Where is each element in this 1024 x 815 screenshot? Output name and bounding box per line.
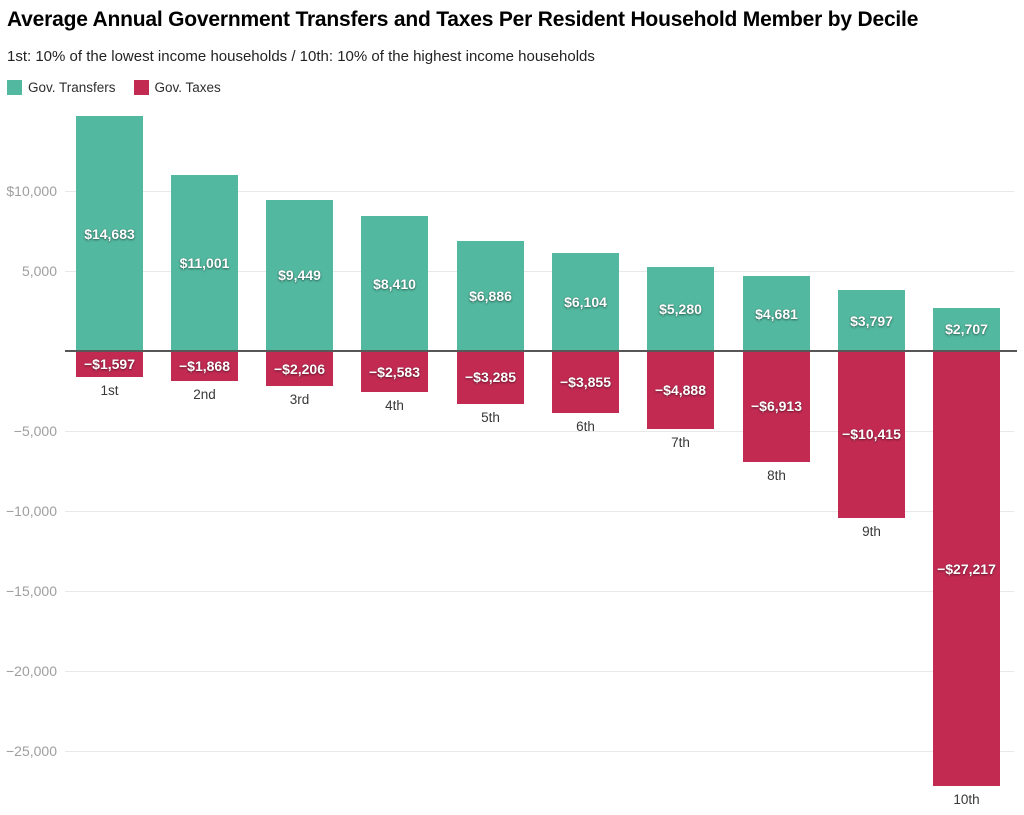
taxes-bar[interactable]: −$3,855 — [552, 351, 619, 413]
transfers-bar[interactable]: $14,683 — [76, 116, 143, 351]
legend: Gov. Transfers Gov. Taxes — [7, 80, 221, 95]
category-label: 6th — [576, 419, 595, 434]
transfers-bar[interactable]: $3,797 — [838, 290, 905, 351]
transfers-bar[interactable]: $6,104 — [552, 253, 619, 351]
chart-subtitle: 1st: 10% of the lowest income households… — [7, 48, 595, 65]
gridline — [65, 271, 1014, 272]
bar-value-label: $2,707 — [945, 321, 988, 338]
legend-item-transfers: Gov. Transfers — [7, 80, 116, 95]
gridline — [65, 671, 1014, 672]
chart-title: Average Annual Government Transfers and … — [7, 8, 919, 31]
category-label: 8th — [767, 468, 786, 483]
bar-value-label: $8,410 — [373, 275, 416, 292]
bar-value-label: −$2,583 — [369, 363, 420, 380]
legend-label-transfers: Gov. Transfers — [28, 80, 116, 95]
y-tick-label: −5,000 — [13, 423, 57, 439]
bar-value-label: $4,681 — [755, 305, 798, 322]
bar-value-label: −$1,868 — [179, 357, 230, 374]
category-label: 3rd — [289, 392, 310, 407]
transfers-swatch-icon — [7, 80, 22, 95]
bar-value-label: −$27,217 — [937, 560, 996, 577]
gridline — [65, 191, 1014, 192]
category-label: 9th — [862, 524, 881, 539]
category-label: 1st — [100, 383, 119, 398]
legend-item-taxes: Gov. Taxes — [133, 80, 221, 95]
transfers-bar[interactable]: $2,707 — [933, 307, 1000, 351]
category-label: 7th — [671, 435, 690, 450]
transfers-bar[interactable]: $9,449 — [266, 199, 333, 351]
bar-value-label: $6,886 — [469, 287, 512, 304]
taxes-bar[interactable]: −$1,868 — [171, 351, 238, 381]
taxes-bar[interactable]: −$6,913 — [743, 351, 810, 462]
y-tick-label: −10,000 — [6, 503, 57, 519]
category-label: 5th — [481, 410, 500, 425]
transfers-bar[interactable]: $5,280 — [647, 266, 714, 351]
bar-value-label: $6,104 — [564, 294, 607, 311]
category-label: 2nd — [193, 387, 216, 402]
transfers-bar[interactable]: $11,001 — [171, 174, 238, 351]
taxes-bar[interactable]: −$2,583 — [361, 351, 428, 393]
transfers-bar[interactable]: $8,410 — [361, 216, 428, 351]
gridline — [65, 431, 1014, 432]
taxes-bar[interactable]: −$4,888 — [647, 351, 714, 430]
y-tick-label: −20,000 — [6, 663, 57, 679]
bar-value-label: $9,449 — [278, 267, 321, 284]
bar-value-label: −$6,913 — [751, 398, 802, 415]
bar-value-label: −$4,888 — [655, 382, 706, 399]
taxes-swatch-icon — [133, 80, 149, 95]
bar-value-label: −$3,285 — [465, 369, 516, 386]
y-tick-label: 5,000 — [21, 263, 57, 279]
gridline — [65, 591, 1014, 592]
bar-value-label: $11,001 — [179, 254, 230, 271]
bar-value-label: −$1,597 — [84, 355, 135, 372]
taxes-bar[interactable]: −$2,206 — [266, 351, 333, 387]
bar-value-label: $14,683 — [84, 225, 135, 242]
category-label: 4th — [385, 398, 404, 413]
y-tick-label: $10,000 — [6, 183, 57, 199]
y-tick-label: −25,000 — [6, 743, 57, 759]
taxes-bar[interactable]: −$27,217 — [933, 351, 1000, 787]
gridline — [65, 751, 1014, 752]
bar-value-label: −$10,415 — [842, 426, 901, 443]
category-label: 10th — [953, 792, 980, 807]
legend-label-taxes: Gov. Taxes — [154, 80, 221, 95]
taxes-bar[interactable]: −$1,597 — [76, 351, 143, 377]
gridline — [65, 511, 1014, 512]
bar-value-label: −$3,855 — [560, 373, 611, 390]
transfers-bar[interactable]: $4,681 — [743, 276, 810, 351]
bar-value-label: $3,797 — [850, 312, 893, 329]
bar-value-label: $5,280 — [659, 300, 702, 317]
y-tick-label: −15,000 — [6, 583, 57, 599]
bar-value-label: −$2,206 — [274, 360, 325, 377]
taxes-bar[interactable]: −$10,415 — [838, 351, 905, 518]
transfers-bar[interactable]: $6,886 — [457, 240, 524, 351]
zero-axis-line — [65, 350, 1017, 352]
taxes-bar[interactable]: −$3,285 — [457, 351, 524, 404]
